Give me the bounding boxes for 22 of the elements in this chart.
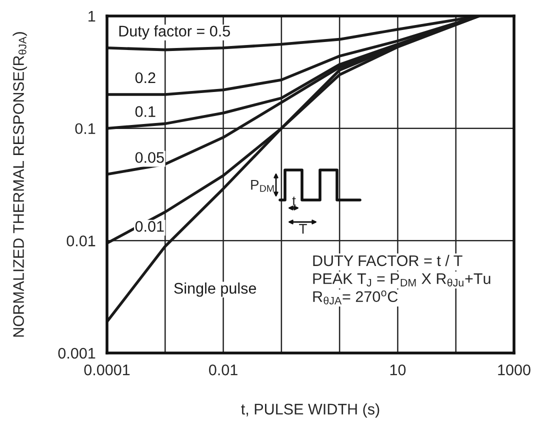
series-label: Single pulse <box>174 282 256 297</box>
y-tick-label: 0.001 <box>58 348 96 359</box>
annotation: P$_{DM}$ <box>251 180 274 192</box>
x-tick-label: 0.01 <box>209 364 238 376</box>
series-label: 0.01 <box>135 220 164 232</box>
annotation: t <box>292 196 296 206</box>
series-label: Duty factor = 0.5 <box>119 25 230 40</box>
y-axis-title: NORMALIZED THERMAL RESPONSE(R$_{θJA}$) <box>12 32 27 337</box>
annotation: PEAK T$_{J}$ = P$_{DM}$ X R$_{θJu}$+Tu <box>313 273 490 286</box>
x-tick-label: 1000 <box>498 364 530 376</box>
series-label: 0.2 <box>135 72 156 84</box>
x-tick-label: 0.0001 <box>84 364 130 376</box>
annotation: T <box>299 224 307 234</box>
y-tick-label: 1 <box>88 11 96 22</box>
x-axis-title: t, PULSE WIDTH (s) <box>241 403 380 418</box>
annotation: DUTY FACTOR = t / T <box>313 254 462 266</box>
annotation: R$_{θJA}$= 270$^{o}$C <box>313 290 398 304</box>
x-tick-label: 10 <box>390 364 406 376</box>
y-tick-label: 0.1 <box>75 123 96 134</box>
series-label: 0.1 <box>135 106 156 117</box>
y-tick-label: 0.01 <box>66 236 96 246</box>
series-label: 0.05 <box>135 152 164 163</box>
